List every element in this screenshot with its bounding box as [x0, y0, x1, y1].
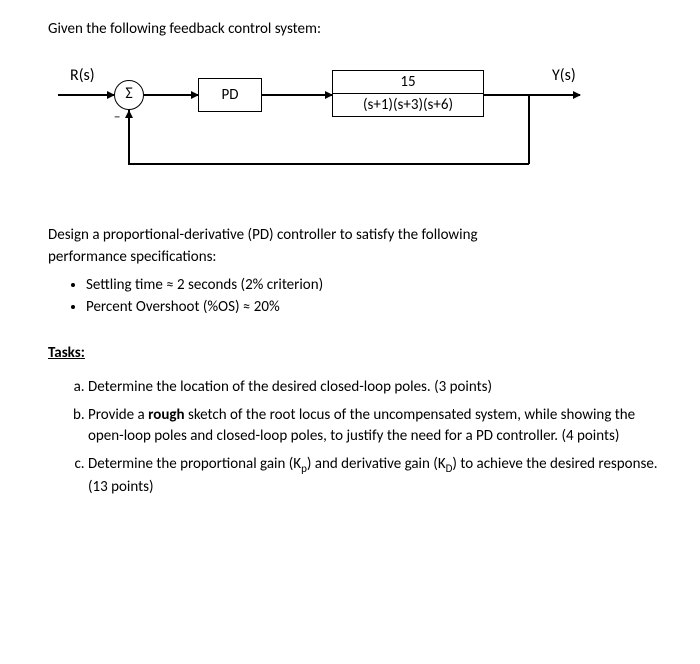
arrow-to-pd	[144, 94, 198, 96]
arrow-output	[484, 94, 580, 96]
tf-numerator: 15	[333, 71, 483, 94]
arrow-input	[58, 94, 114, 96]
tasks-heading: Tasks:	[48, 344, 660, 362]
task-item: Provide a rough sketch of the root locus…	[88, 405, 660, 446]
design-text-1: Design a proportional-derivative (PD) co…	[48, 226, 660, 244]
arrow-to-plant	[262, 94, 332, 96]
design-text-2: performance specifications:	[48, 248, 660, 266]
tasks-list: Determine the location of the desired cl…	[66, 377, 660, 497]
block-diagram: R(s) Σ − PD 15 (s+1)(s+3)(s+6) Y(s)	[58, 66, 618, 196]
intro-text: Given the following feedback control sys…	[48, 20, 660, 38]
summing-junction: Σ	[114, 80, 144, 110]
input-label: R(s)	[70, 66, 95, 85]
output-label: Y(s)	[552, 66, 576, 85]
pd-block: PD	[198, 78, 262, 112]
plant-block: 15 (s+1)(s+3)(s+6)	[332, 70, 484, 117]
spec-item: Percent Overshoot (%OS) ≈ 20%	[86, 298, 660, 316]
feedback-up-line	[128, 110, 130, 164]
spec-list: Settling time ≈ 2 seconds (2% criterion)…	[68, 276, 660, 316]
task-item: Determine the location of the desired cl…	[88, 377, 660, 397]
feedback-down	[528, 94, 530, 164]
spec-item: Settling time ≈ 2 seconds (2% criterion)	[86, 276, 660, 294]
feedback-arrowhead	[125, 110, 133, 118]
minus-sign: −	[114, 110, 120, 125]
tf-denominator: (s+1)(s+3)(s+6)	[333, 94, 483, 116]
task-item: Determine the proportional gain (Kp) and…	[88, 454, 660, 497]
feedback-horizontal	[128, 163, 529, 165]
